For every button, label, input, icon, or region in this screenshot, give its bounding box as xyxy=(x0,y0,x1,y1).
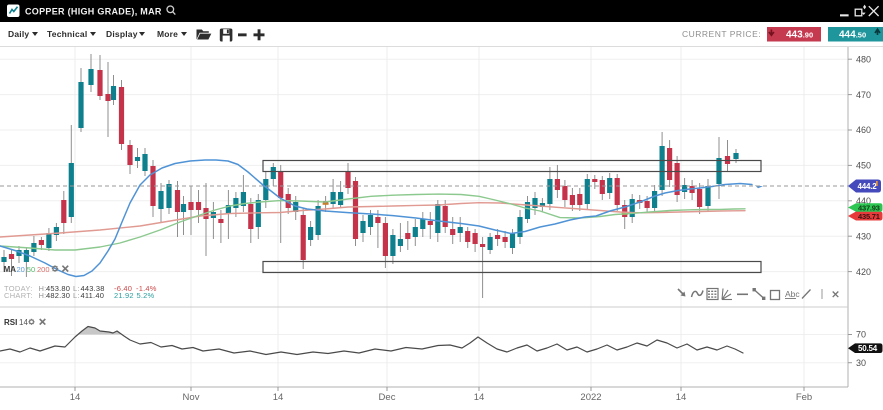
svg-text:14: 14 xyxy=(474,392,485,403)
svg-text:Dec: Dec xyxy=(379,392,396,403)
svg-text:RSI: RSI xyxy=(4,318,17,327)
svg-text:L:: L: xyxy=(73,291,80,300)
svg-text:30: 30 xyxy=(856,358,866,368)
svg-text:Feb: Feb xyxy=(796,392,812,403)
svg-text:50: 50 xyxy=(27,265,35,274)
svg-text:482.30: 482.30 xyxy=(46,291,70,300)
svg-text:2022: 2022 xyxy=(580,392,601,403)
svg-text:COPPER (HIGH GRADE), MAR: COPPER (HIGH GRADE), MAR xyxy=(25,6,162,16)
svg-text:TODAY:: TODAY: xyxy=(4,284,33,293)
svg-text:H:: H: xyxy=(39,291,47,300)
svg-text:420: 420 xyxy=(856,267,871,277)
svg-text:443.90: 443.90 xyxy=(786,29,813,40)
svg-text:14: 14 xyxy=(273,392,284,403)
svg-text:-1.4%: -1.4% xyxy=(136,284,157,293)
svg-text:453.80: 453.80 xyxy=(46,284,70,293)
svg-text:14: 14 xyxy=(19,318,28,327)
svg-text:L:: L: xyxy=(73,284,80,293)
svg-text:Abc: Abc xyxy=(785,289,800,299)
svg-text:443.38: 443.38 xyxy=(81,284,105,293)
svg-text:14: 14 xyxy=(676,392,687,403)
svg-text:437.93: 437.93 xyxy=(858,203,880,212)
svg-text:20: 20 xyxy=(17,265,25,274)
svg-text:440: 440 xyxy=(856,196,871,206)
svg-text:21.92: 21.92 xyxy=(114,291,134,300)
svg-text:444.2: 444.2 xyxy=(858,182,878,191)
svg-text:5.2%: 5.2% xyxy=(137,291,155,300)
svg-text:CHART:: CHART: xyxy=(4,291,33,300)
svg-text:-6.40: -6.40 xyxy=(114,284,132,293)
svg-text:460: 460 xyxy=(856,125,871,135)
svg-text:CURRENT PRICE:: CURRENT PRICE: xyxy=(682,29,761,39)
svg-text:14: 14 xyxy=(70,392,81,403)
svg-text:435.71: 435.71 xyxy=(858,212,880,221)
svg-text:430: 430 xyxy=(856,231,871,241)
svg-text:Nov: Nov xyxy=(183,392,200,403)
svg-text:50.54: 50.54 xyxy=(858,344,878,353)
svg-text:470: 470 xyxy=(856,90,871,100)
svg-text:411.40: 411.40 xyxy=(81,291,105,300)
svg-text:H:: H: xyxy=(39,284,47,293)
svg-text:200: 200 xyxy=(37,265,50,274)
svg-text:450: 450 xyxy=(856,161,871,171)
svg-text:70: 70 xyxy=(856,330,866,340)
svg-text:444.50: 444.50 xyxy=(839,29,866,40)
svg-text:MA: MA xyxy=(4,265,17,274)
svg-text:480: 480 xyxy=(856,54,871,64)
